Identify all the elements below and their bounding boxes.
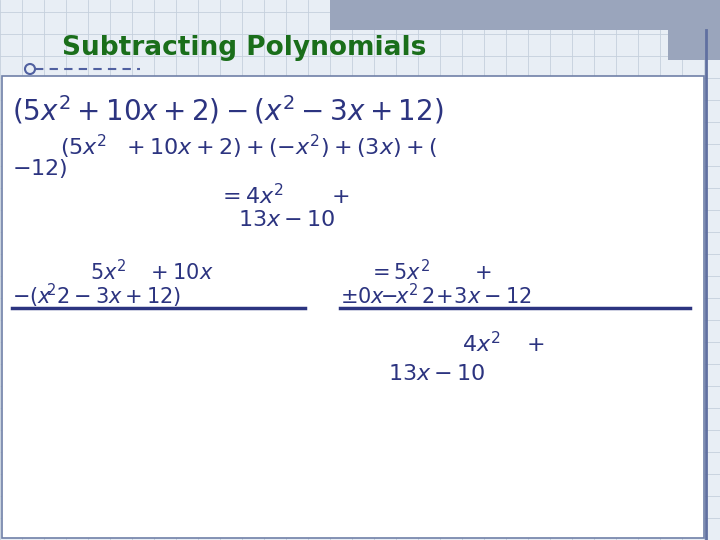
Text: $= 5x^2\qquad +$: $= 5x^2\qquad +$: [368, 259, 492, 285]
Text: $(5x^2 + 10x + 2) - (x^2 - 3x + 12)$: $(5x^2 + 10x + 2) - (x^2 - 3x + 12)$: [12, 93, 444, 126]
Text: $= 4x^2\qquad +$: $= 4x^2\qquad +$: [218, 184, 350, 208]
Text: $5x^2\quad + 10x$: $5x^2\quad + 10x$: [90, 259, 214, 285]
Text: $-(x^{\!\!2}2- 3x + 12)$: $-(x^{\!\!2}2- 3x + 12)$: [12, 282, 181, 310]
Bar: [668, 0, 720, 60]
Text: $\pm 0x\!\!-\!\!x^2\,2\!+\!3x - 12$: $\pm 0x\!\!-\!\!x^2\,2\!+\!3x - 12$: [340, 284, 531, 308]
Text: $-12)$: $-12)$: [12, 158, 68, 180]
Text: $13x - 10$: $13x - 10$: [388, 364, 486, 384]
Bar: [330, 0, 670, 30]
Text: $13x - 10$: $13x - 10$: [238, 210, 336, 230]
Text: Subtracting Polynomials: Subtracting Polynomials: [62, 35, 426, 61]
Text: $(5x^2\ \ + 10x + 2) + (-x^2) + (3x) + ($: $(5x^2\ \ + 10x + 2) + (-x^2) + (3x) + (…: [60, 133, 437, 161]
Text: $4x^2\quad +$: $4x^2\quad +$: [462, 332, 545, 356]
Bar: [2, 76, 704, 538]
